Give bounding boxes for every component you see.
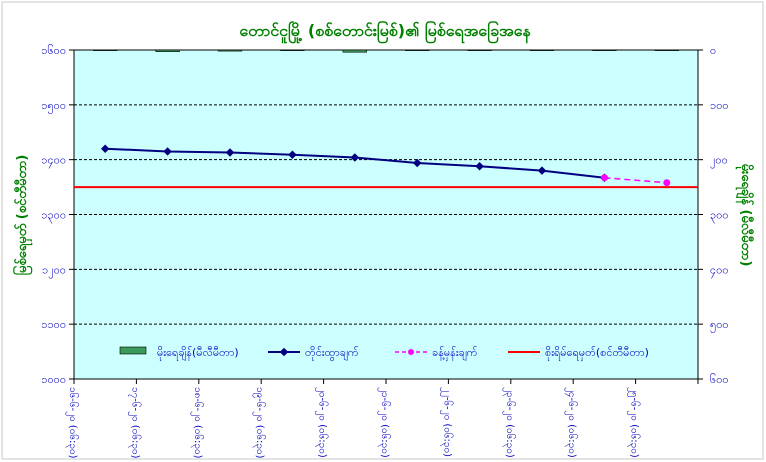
forecast-point — [663, 179, 671, 187]
x-tick-label: ၂၂-၆-၂၀ (၀၆:၃၀) — [439, 387, 454, 457]
left-tick-label: ၁၅၀၀ — [41, 99, 66, 114]
x-axis: ၁၆-၆-၂၀ (၀၆:၃၀) ၁၇-၆-၂၀ (၀၆:၃၀) ၁၈-၆-၂၀ (၀… — [65, 379, 699, 459]
right-tick-label: ၃၀၀ — [710, 209, 729, 224]
observed-point — [100, 144, 110, 153]
rain-bar — [280, 49, 305, 51]
legend-label: စိုးရိမ်ရေမှတ်(စင်တီမီတာ) — [545, 346, 649, 361]
left-tick-label: ၁၄၀၀ — [41, 154, 66, 169]
rain-bar — [155, 49, 180, 52]
series-lines — [100, 144, 671, 187]
left-tick-label: ၁၆၀၀ — [41, 44, 66, 57]
rain-bar — [592, 49, 617, 51]
x-tick-label: ၂၀-၆-၂၀ (၀၆:၃၀) — [315, 387, 330, 458]
x-tick-label: ၁၆-၆-၂၀ (၀၆:၃၀) — [65, 387, 80, 459]
x-tick-label: ၁၇-၆-၂၀ (၀၆:၃၀) — [127, 387, 142, 459]
x-tick-label: ၂၄-၆-၂၀ (၀၆:၃၀) — [564, 387, 579, 458]
observed-point — [225, 148, 235, 157]
right-tick-label: ၆၀၀ — [710, 373, 729, 386]
y-axis-label-right: မိုးရေချိန် (မီလီမီတာ) — [735, 164, 755, 267]
rain-bar — [405, 49, 430, 51]
y-axis-label-left: မြစ်ရေမှတ် (စင်တီမီတာ) — [12, 155, 33, 276]
rain-bar — [654, 49, 679, 51]
left-tick-label: ၁၃၀၀ — [41, 209, 66, 224]
legend-label: တိုင်းထွာချက် — [305, 346, 359, 361]
observed-point — [412, 158, 422, 168]
forecast-line — [604, 177, 667, 184]
x-tick-label: ၁၈-၆-၂၀ (၀၆:၃၀) — [190, 387, 205, 459]
rain-bar — [529, 49, 555, 51]
x-tick-label: ၂၅-၆-၂၀ (၀၆:၃၀) — [627, 387, 642, 458]
rain-bar — [217, 49, 243, 52]
rainfall-bars — [93, 49, 679, 53]
left-axis: ၁၀၀၀ ၁၁၀၀ ၁၂၀၀ ၁၃၀၀ ၁၄၀၀ ၁၅၀၀ ၁၆၀၀ — [41, 44, 74, 386]
legend-marker-forecast — [408, 349, 414, 355]
right-tick-label: ၅၀၀ — [710, 318, 729, 333]
legend-marker-observed — [279, 347, 289, 357]
left-tick-label: ၁၁၀၀ — [41, 318, 66, 331]
observed-point — [163, 147, 172, 156]
rain-bar — [342, 49, 367, 53]
rain-bar — [467, 49, 492, 51]
x-tick-label: ၂၃-၆-၂၀ (၀၆:၃၀) — [502, 387, 517, 458]
x-tick-label: ၁၉-၆-၂၀ (၀၆:၃၀) — [252, 387, 267, 459]
right-tick-label: ၄၀၀ — [710, 263, 729, 278]
legend-label: ခန့်မှန်းချက် — [432, 346, 478, 361]
rain-bar — [93, 49, 118, 51]
observed-point — [350, 153, 360, 162]
legend-label: မိုးရေချိန်(မီလီမီတာ) — [157, 346, 239, 361]
right-tick-label: ၂၀၀ — [710, 154, 728, 169]
left-tick-label: ၁၀၀၀ — [41, 373, 66, 386]
x-tick-label: ၂၁-၆-၂၀ (၀၆:၃၀) — [377, 387, 392, 458]
observed-point — [475, 162, 484, 171]
right-tick-label: ၀ — [710, 44, 716, 57]
observed-point — [288, 150, 297, 159]
legend-swatch-rainfall — [119, 346, 147, 355]
legend: မိုးရေချိန်(မီလီမီတာ) တိုင်းထွာချက် ခန့်မှ… — [119, 346, 649, 361]
forecast-point — [600, 174, 608, 182]
right-tick-label: ၁၀၀ — [710, 99, 729, 112]
left-tick-label: ၁၂၀၀ — [42, 263, 66, 278]
